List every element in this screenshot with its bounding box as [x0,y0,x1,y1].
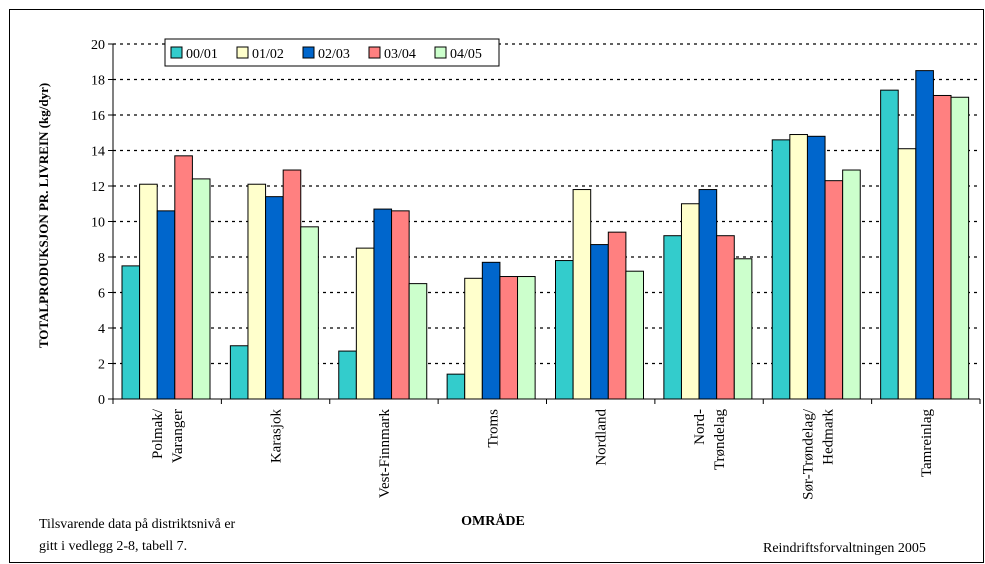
y-tick-label: 2 [98,358,105,373]
bar [464,277,483,400]
svg-text:Tamreinlag: Tamreinlag [919,409,935,478]
bar [950,96,970,400]
y-tick-label: 16 [91,109,105,124]
bar [247,183,267,400]
y-tick-label: 12 [91,180,105,195]
legend-label: 00/01 [186,47,218,62]
bar [446,373,466,400]
bar [897,148,917,400]
svg-text:Karasjok: Karasjok [269,409,285,464]
bar [572,189,592,400]
bar [590,244,609,400]
y-tick-label: 10 [91,216,105,231]
bar [625,270,645,400]
bar [680,203,700,400]
bar [842,169,861,400]
bar [517,276,536,400]
bar [555,260,574,400]
svg-text:Varanger: Varanger [170,409,186,463]
svg-text:Nord-: Nord- [692,409,708,445]
legend-swatch [368,46,381,59]
legend-label: 03/04 [384,47,416,62]
x-tick-label: Karasjok [269,409,285,464]
svg-text:Vest-Finnmark: Vest-Finnmark [377,409,393,499]
bar [338,350,357,400]
x-axis-title: OMRÅDE [461,513,525,529]
x-tick-label: Tamreinlag [919,409,935,478]
legend-swatch [236,46,249,59]
bar [174,155,193,400]
svg-text:Troms: Troms [485,409,501,448]
bar [265,196,284,400]
bar [373,208,393,400]
x-tick-label: Polmak/Varanger [150,408,186,463]
legend-label: 02/03 [318,47,350,62]
source-credit: Reindriftsforvaltningen 2005 [763,541,926,556]
svg-text:Nordland: Nordland [594,409,610,466]
bar [733,258,753,400]
bar [806,135,826,400]
legend-label: 04/05 [450,47,482,62]
legend-swatch [434,46,447,59]
y-tick-label: 6 [98,287,105,302]
y-tick-label: 8 [98,251,105,266]
bar [915,70,934,400]
footnote-line-1: Tilsvarende data på distriktsnivå er [39,517,236,532]
x-tick-label: Nordland [594,409,610,466]
x-tick-label: Vest-Finnmark [377,409,393,499]
legend-swatch [170,46,183,59]
bar [932,94,952,400]
x-tick-label: Troms [485,409,501,448]
footnote-line-2: gitt i vedlegg 2-8, tabell 7. [39,539,188,554]
svg-text:Sør-Trøndelag/: Sør-Trøndelag/ [800,408,816,500]
bar [771,139,791,400]
bar [789,134,808,400]
y-tick-label: 20 [91,38,105,53]
bar [880,89,899,400]
bar [698,189,718,400]
x-tick-label: Sør-Trøndelag/Hedmark [800,408,836,500]
bar [607,231,627,400]
bar [156,210,176,400]
bar [481,261,501,400]
bar [300,226,319,400]
y-axis-title: TOTALPRODUKSJON PR. LIVREIN (kg/dyr) [36,83,51,348]
bar [663,235,682,400]
y-tick-label: 4 [98,322,105,337]
bar [408,283,428,400]
x-tick-label: Nord- Trøndelag [692,409,728,471]
bar [391,210,410,400]
bar [499,276,519,400]
svg-text:Hedmark: Hedmark [820,409,836,465]
legend-swatch [302,46,315,59]
y-tick-label: 14 [91,145,105,160]
bar [824,180,844,400]
bar [355,247,375,400]
legend-label: 01/02 [252,47,284,62]
bar [139,183,158,400]
y-tick-label: 18 [91,74,105,89]
bar [282,169,302,400]
y-tick-label: 0 [98,393,105,408]
bar [121,265,141,400]
svg-text:Polmak/: Polmak/ [150,408,166,459]
bar [229,345,249,400]
bar [716,235,735,400]
bar [191,178,211,400]
svg-text:Trøndelag: Trøndelag [712,409,728,471]
